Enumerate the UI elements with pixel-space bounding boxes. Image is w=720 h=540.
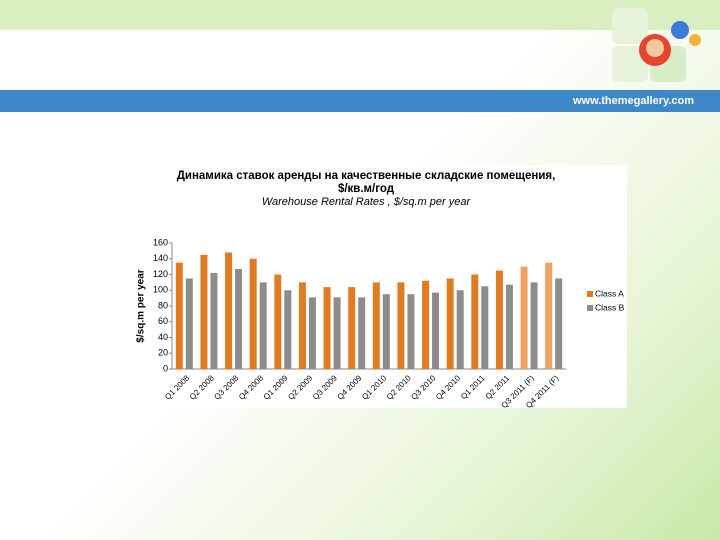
bar — [432, 292, 440, 369]
bar — [382, 294, 390, 369]
legend-label: Class B — [595, 302, 625, 312]
bar — [259, 282, 267, 369]
top-band — [0, 0, 720, 30]
y-axis-label: $/sq.m per year — [136, 269, 147, 342]
bar — [235, 268, 243, 369]
legend-swatch — [587, 291, 593, 297]
bar — [274, 274, 282, 369]
bar — [185, 278, 193, 369]
y-tick-label: 140 — [153, 253, 168, 263]
bar — [505, 284, 513, 369]
bar — [446, 278, 454, 369]
bar — [225, 252, 233, 369]
puzzle-decoration — [612, 8, 701, 82]
bar — [200, 254, 208, 369]
bar — [422, 280, 430, 369]
y-tick-label: 100 — [153, 285, 168, 295]
chart-title: $/кв.м/год — [338, 183, 395, 195]
y-tick-label: 120 — [153, 269, 168, 279]
legend-label: Class A — [595, 288, 624, 298]
bar — [308, 297, 316, 369]
header-bar — [0, 90, 720, 112]
bar — [249, 258, 257, 369]
y-tick-label: 60 — [158, 316, 168, 326]
bar — [333, 297, 341, 369]
y-tick-label: 40 — [158, 332, 168, 342]
bar — [323, 287, 331, 369]
y-tick-label: 80 — [158, 300, 168, 310]
y-tick-label: 0 — [163, 363, 168, 373]
chart-subtitle: Warehouse Rental Rates , $/sq.m per year — [262, 196, 472, 208]
bar — [407, 294, 415, 369]
bar — [555, 278, 563, 369]
website: www.themegallery.com — [572, 95, 694, 107]
bar — [495, 270, 503, 369]
legend-swatch — [587, 305, 593, 311]
bar — [545, 262, 553, 369]
bar — [481, 286, 489, 369]
bar — [348, 287, 356, 369]
bar — [372, 282, 380, 369]
bar — [298, 282, 306, 369]
bar — [456, 290, 464, 369]
bar — [471, 274, 479, 369]
bar — [284, 290, 292, 369]
bar — [530, 282, 538, 369]
chart-title: Динамика ставок аренды на качественные с… — [177, 170, 556, 182]
bar — [397, 282, 405, 369]
bar — [210, 272, 218, 369]
y-tick-label: 20 — [158, 348, 168, 358]
y-tick-label: 160 — [153, 237, 168, 247]
bar — [520, 266, 528, 369]
bar — [358, 297, 366, 369]
bar — [175, 262, 183, 369]
